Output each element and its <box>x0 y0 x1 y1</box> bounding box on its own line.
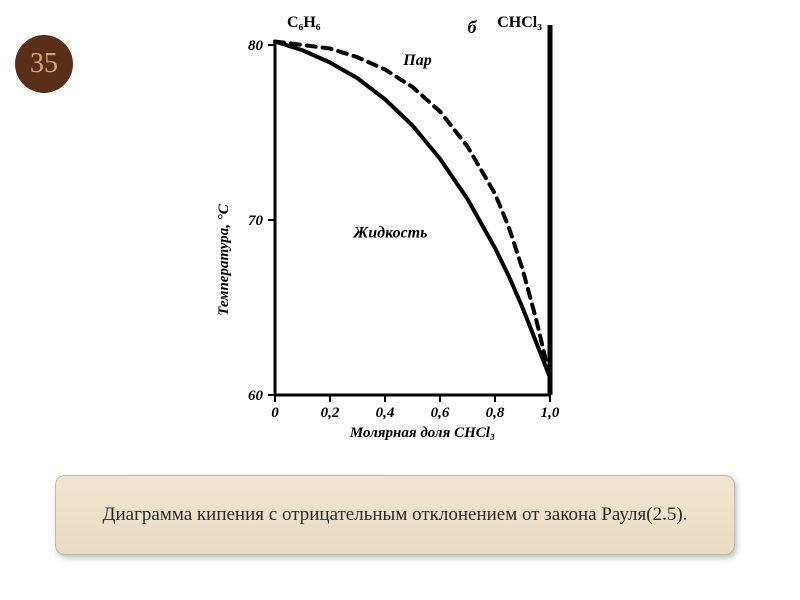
boiling-diagram-chart: 60 70 80 0 0,2 0,4 0,6 0,8 1,0 Температура, °С Мол… <box>190 0 590 450</box>
svg-text:C₆H₆: C₆H₆ <box>287 14 321 31</box>
svg-text:0: 0 <box>271 405 279 421</box>
svg-text:Пар: Пар <box>402 52 431 69</box>
svg-text:80: 80 <box>248 38 264 54</box>
svg-text:70: 70 <box>248 213 264 229</box>
svg-text:б: б <box>468 17 478 37</box>
svg-text:60: 60 <box>248 388 264 404</box>
slide-number-badge: 35 <box>15 35 73 93</box>
svg-text:Жидкость: Жидкость <box>353 225 428 242</box>
svg-text:0,8: 0,8 <box>486 405 505 421</box>
svg-text:0,4: 0,4 <box>376 405 395 421</box>
svg-text:0,2: 0,2 <box>321 405 340 421</box>
caption-text: Диаграмма кипения с отрицательным отклон… <box>103 504 688 526</box>
svg-text:1,0: 1,0 <box>541 405 560 421</box>
svg-text:0,6: 0,6 <box>431 405 450 421</box>
svg-text:Температура, °С: Температура, °С <box>216 203 232 315</box>
svg-text:Молярная доля CHCl₃: Молярная доля CHCl₃ <box>349 425 495 441</box>
svg-text:CHCl₃: CHCl₃ <box>497 14 542 31</box>
caption-box: Диаграмма кипения с отрицательным отклон… <box>55 475 735 555</box>
